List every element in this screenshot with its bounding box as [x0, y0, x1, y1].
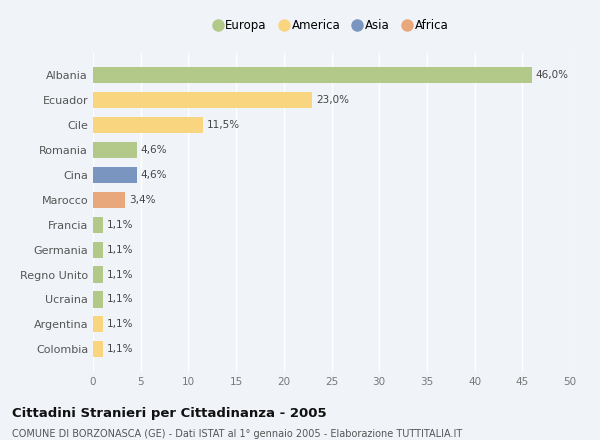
Bar — [93, 291, 103, 308]
Bar — [93, 92, 313, 108]
Text: 4,6%: 4,6% — [140, 145, 167, 155]
Bar — [93, 142, 137, 158]
Legend: Europa, America, Asia, Africa: Europa, America, Asia, Africa — [210, 14, 453, 37]
Bar — [93, 192, 125, 208]
Bar — [93, 242, 103, 258]
Text: 1,1%: 1,1% — [107, 270, 134, 279]
Bar — [93, 216, 103, 233]
Bar — [93, 316, 103, 332]
Text: Cittadini Stranieri per Cittadinanza - 2005: Cittadini Stranieri per Cittadinanza - 2… — [12, 407, 326, 420]
Text: 1,1%: 1,1% — [107, 294, 134, 304]
Bar — [93, 67, 532, 84]
Text: 1,1%: 1,1% — [107, 220, 134, 230]
Text: COMUNE DI BORZONASCA (GE) - Dati ISTAT al 1° gennaio 2005 - Elaborazione TUTTITA: COMUNE DI BORZONASCA (GE) - Dati ISTAT a… — [12, 429, 462, 439]
Text: 4,6%: 4,6% — [140, 170, 167, 180]
Text: 1,1%: 1,1% — [107, 245, 134, 255]
Text: 46,0%: 46,0% — [536, 70, 569, 81]
Text: 23,0%: 23,0% — [316, 95, 349, 105]
Text: 1,1%: 1,1% — [107, 344, 134, 354]
Text: 1,1%: 1,1% — [107, 319, 134, 329]
Text: 3,4%: 3,4% — [129, 195, 156, 205]
Bar — [93, 117, 203, 133]
Bar — [93, 167, 137, 183]
Bar — [93, 341, 103, 357]
Text: 11,5%: 11,5% — [206, 120, 239, 130]
Bar — [93, 267, 103, 282]
